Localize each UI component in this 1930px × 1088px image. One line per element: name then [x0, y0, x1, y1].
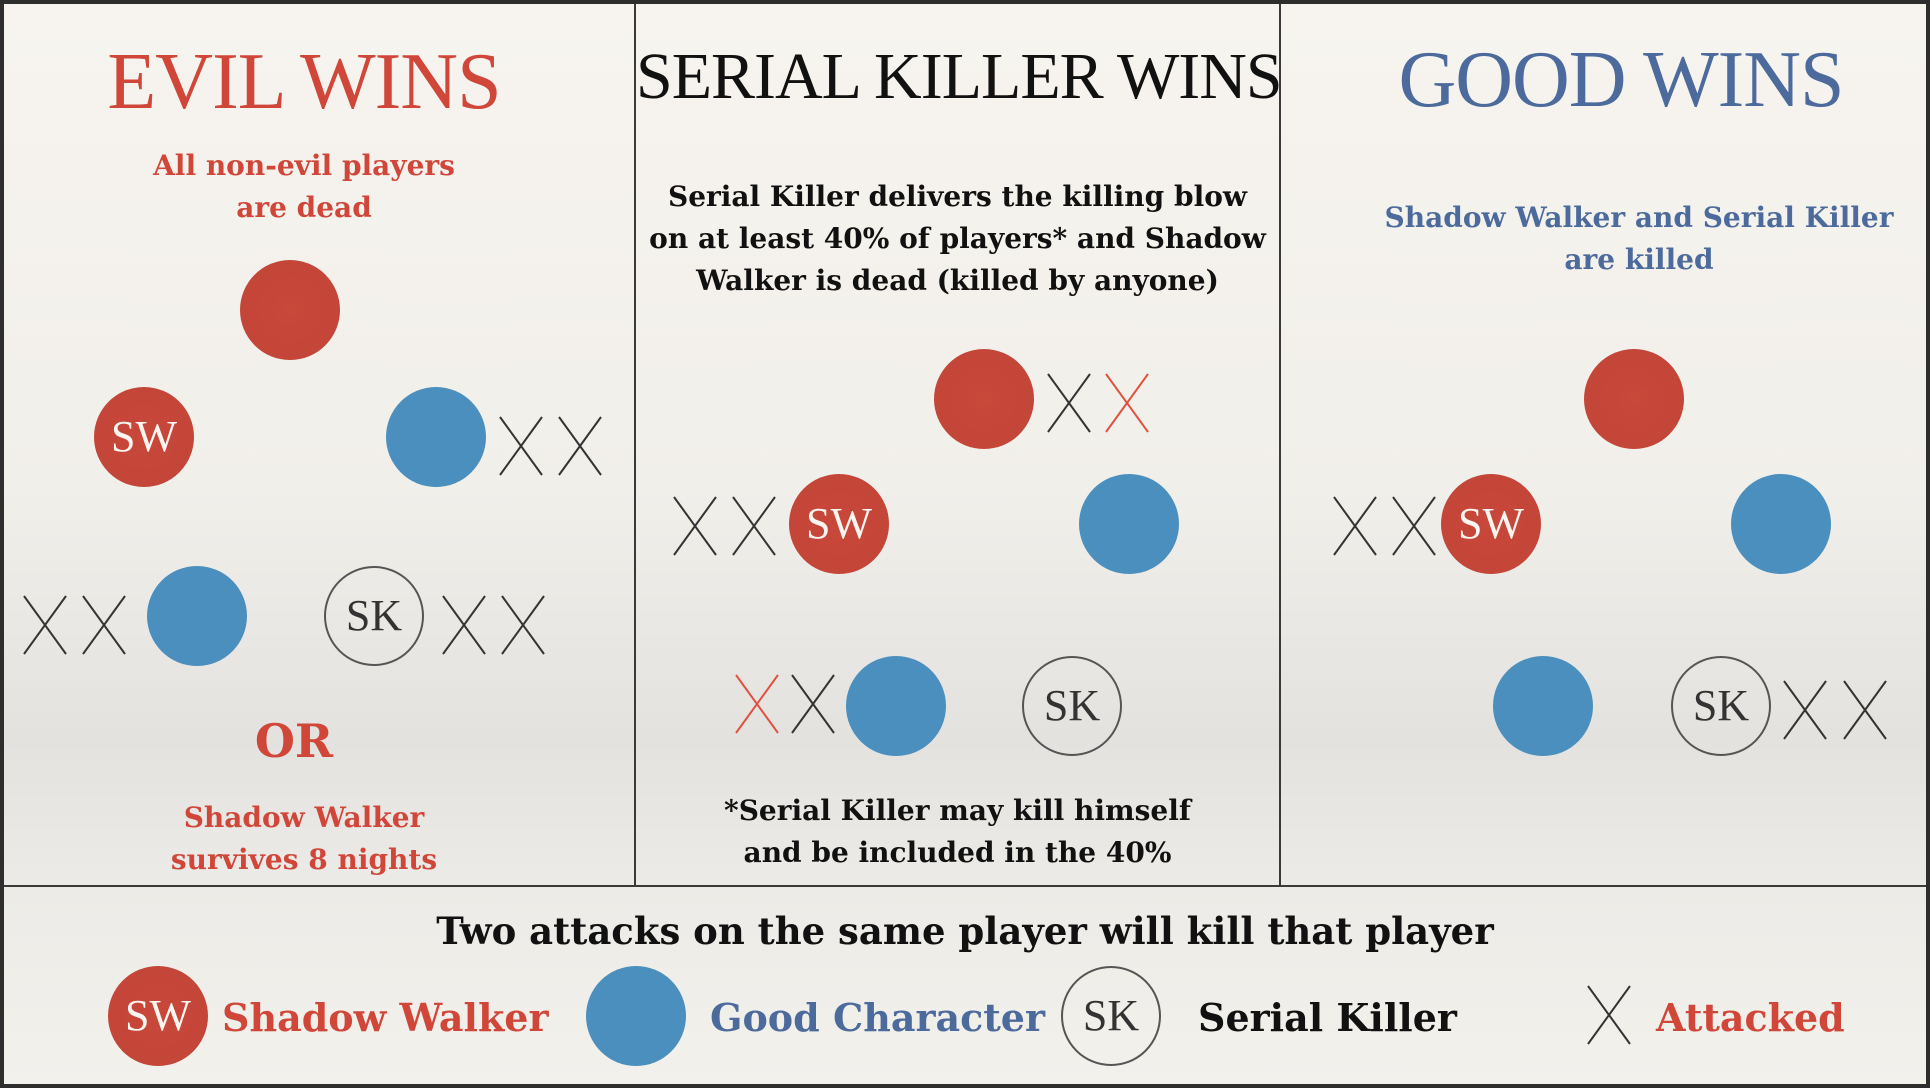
x-icon [1586, 984, 1632, 1046]
serial-killer-wins-title: SERIAL KILLER WINS [636, 40, 1283, 113]
good-wins-title: GOOD WINS [1398, 36, 1844, 124]
x-icon [731, 495, 777, 557]
evil-shadow-walker-token: SW [94, 387, 194, 487]
sk-label: SK [1082, 991, 1140, 1040]
sk-shadow-walker-token: SW [789, 474, 889, 574]
legend-shadow-walker-token: SW [108, 966, 208, 1066]
serial-killer-note: *Serial Killer may kill himself and be i… [636, 790, 1279, 874]
sk-note-line2: and be included in the 40% [743, 836, 1172, 869]
x-icon [672, 495, 718, 557]
good-condition-line1: Shadow Walker and Serial Killer [1384, 201, 1894, 234]
sw-label: SW [806, 499, 872, 548]
sk-label: SK [1692, 681, 1750, 730]
legend-good-character-token [586, 966, 686, 1066]
good-shadow-walker-token: SW [1441, 474, 1541, 574]
win-conditions-slide: EVIL WINS All non-evil players are dead … [4, 4, 1926, 1084]
divider-footer [4, 885, 1926, 887]
attack-rule-text: Two attacks on the same player will kill… [436, 909, 1494, 953]
sk-good-token-1 [1079, 474, 1179, 574]
sk-red-token [934, 349, 1034, 449]
x-icon [790, 673, 836, 735]
legend-serial-killer-token: SK [1061, 966, 1161, 1066]
sw-label: SW [111, 412, 177, 461]
evil-alt-condition: Shadow Walker survives 8 nights [4, 797, 604, 881]
sk-label: SK [345, 591, 403, 640]
good-wins-condition: Shadow Walker and Serial Killer are kill… [1344, 197, 1926, 281]
x-icon [1046, 372, 1092, 434]
sk-condition-line2: on at least 40% of players* and Shadow [649, 222, 1266, 255]
evil-red-token [240, 260, 340, 360]
x-icon [1332, 495, 1378, 557]
sw-label: SW [125, 991, 191, 1040]
x-icon [1104, 372, 1150, 434]
legend-attacked-label: Attacked [1656, 995, 1845, 1040]
divider-left [634, 4, 636, 886]
evil-wins-title: EVIL WINS [107, 38, 501, 126]
sk-condition-line3: Walker is dead (killed by anyone) [696, 264, 1219, 297]
good-good-token-2 [1493, 656, 1593, 756]
sk-good-token-2 [846, 656, 946, 756]
x-icon [81, 594, 127, 656]
evil-good-token-2 [147, 566, 247, 666]
sk-label: SK [1043, 681, 1101, 730]
evil-wins-condition: All non-evil players are dead [4, 145, 604, 229]
sw-label: SW [1458, 499, 1524, 548]
sk-serial-killer-token: SK [1022, 656, 1122, 756]
serial-killer-condition: Serial Killer delivers the killing blow … [636, 176, 1279, 302]
evil-condition-line2: are dead [236, 191, 372, 224]
x-icon [441, 594, 487, 656]
evil-alt-line2: survives 8 nights [170, 843, 438, 876]
evil-or-label: OR [254, 714, 334, 768]
x-icon [1391, 495, 1437, 557]
divider-right [1279, 4, 1281, 886]
sk-condition-line1: Serial Killer delivers the killing blow [667, 180, 1247, 213]
evil-alt-line1: Shadow Walker [183, 801, 425, 834]
evil-condition-line1: All non-evil players [153, 149, 455, 182]
good-condition-line2: are killed [1564, 243, 1714, 276]
x-icon [734, 673, 780, 735]
x-icon [498, 415, 544, 477]
evil-good-token-1 [386, 387, 486, 487]
x-icon [557, 415, 603, 477]
good-red-token [1584, 349, 1684, 449]
good-good-token-1 [1731, 474, 1831, 574]
evil-serial-killer-token: SK [324, 566, 424, 666]
x-icon [500, 594, 546, 656]
x-icon [22, 594, 68, 656]
legend-good-character-label: Good Character [710, 995, 1045, 1040]
good-serial-killer-token: SK [1671, 656, 1771, 756]
sk-note-line1: *Serial Killer may kill himself [724, 794, 1191, 827]
x-icon [1782, 679, 1828, 741]
legend-shadow-walker-label: Shadow Walker [222, 995, 549, 1040]
x-icon [1842, 679, 1888, 741]
legend-serial-killer-label: Serial Killer [1198, 995, 1457, 1040]
